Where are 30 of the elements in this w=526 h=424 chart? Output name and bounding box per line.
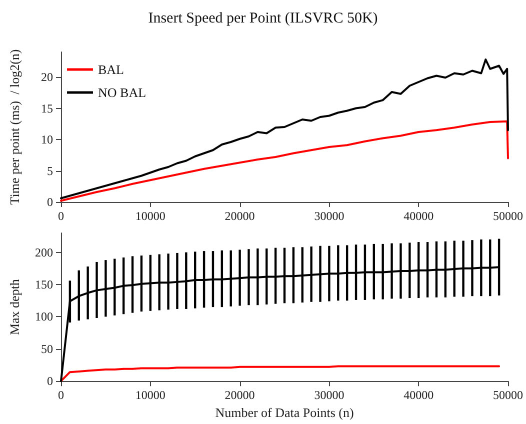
- y-tick-label: 150: [35, 278, 53, 292]
- line-series: [60, 58, 509, 200]
- x-tick-label: 50000: [493, 388, 523, 402]
- y-tick-label: 0: [47, 374, 53, 388]
- x-tick-label: 20000: [224, 209, 255, 223]
- y-tick-label: 10: [41, 132, 53, 146]
- y-tick-label: 100: [35, 310, 53, 324]
- x-tick-label: 0: [58, 388, 64, 402]
- y-tick-label: 0: [47, 195, 53, 209]
- x-tick-label: 40000: [404, 388, 434, 402]
- x-tick-label: 30000: [314, 209, 344, 223]
- x-tick-label: 10000: [135, 388, 166, 402]
- y-tick-label: 50: [41, 342, 53, 356]
- x-tick-label: 30000: [314, 388, 344, 402]
- x-tick-label: 0: [58, 209, 64, 223]
- x-tick-label: 10000: [135, 209, 166, 223]
- y-tick-label: 20: [41, 70, 53, 84]
- chart-title: Insert Speed per Point (ILSVRC 50K): [148, 10, 378, 26]
- y-tick-label: 200: [35, 245, 53, 260]
- x-tick-label: 50000: [493, 209, 523, 223]
- legend-label: NO BAL: [98, 85, 146, 100]
- x-tick-label: 20000: [224, 388, 255, 402]
- y-axis-title: Time per point (ms) / log2(n): [7, 49, 22, 205]
- y-tick-label: 5: [47, 164, 53, 178]
- x-axis-title: Number of Data Points (n): [215, 405, 354, 420]
- legend-label: BAL: [98, 62, 124, 77]
- line-series: [60, 365, 500, 382]
- y-axis-title: Max depth: [7, 278, 22, 336]
- y-tick-label: 15: [41, 101, 53, 116]
- x-tick-label: 40000: [404, 209, 434, 223]
